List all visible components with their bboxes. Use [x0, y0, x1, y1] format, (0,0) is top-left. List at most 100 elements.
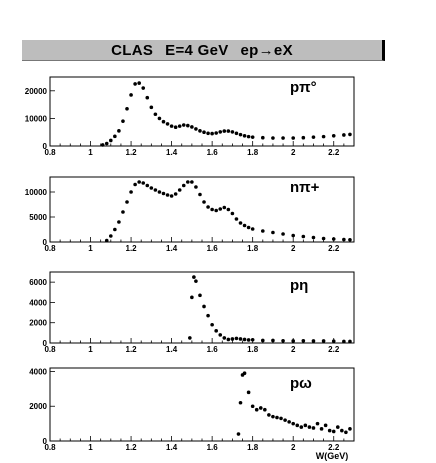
data-point — [348, 237, 352, 242]
y-tick-label: 4000 — [29, 367, 47, 376]
data-point — [250, 337, 255, 342]
data-point — [242, 223, 247, 228]
data-point — [331, 237, 336, 241]
data-point — [210, 322, 214, 327]
data-point — [301, 234, 306, 239]
y-tick-label: 6000 — [29, 278, 47, 287]
data-point — [113, 227, 117, 232]
data-point — [348, 339, 352, 344]
data-point — [238, 221, 243, 225]
data-point — [161, 191, 166, 196]
data-point — [226, 337, 231, 342]
data-point — [157, 116, 162, 121]
y-tick-label: 0 — [43, 437, 48, 446]
x-tick-label: 1.2 — [126, 345, 138, 354]
data-point — [301, 135, 306, 140]
x-tick-label: 2.2 — [328, 244, 340, 253]
x-tick-label: 1.4 — [166, 244, 178, 253]
data-point — [319, 427, 324, 431]
data-point — [194, 279, 198, 283]
data-point — [177, 124, 182, 128]
data-point — [230, 211, 235, 216]
data-point — [137, 180, 141, 184]
data-point — [186, 123, 190, 128]
x-tick-label: 1.6 — [207, 345, 219, 354]
x-tick-label: 1.2 — [126, 148, 138, 157]
x-tick-label: 1 — [88, 443, 93, 452]
energy-label: E=4 GeV — [165, 41, 229, 59]
data-point — [121, 119, 125, 123]
data-point — [321, 339, 326, 343]
data-point — [271, 414, 275, 419]
data-point — [271, 136, 275, 140]
data-point — [279, 416, 283, 421]
data-point — [267, 413, 271, 417]
data-point — [165, 193, 170, 197]
data-point — [331, 133, 336, 138]
data-point — [291, 233, 296, 238]
x-tick-label: 1 — [88, 148, 93, 157]
data-point — [327, 428, 332, 433]
data-point — [218, 333, 223, 337]
data-point — [261, 338, 265, 343]
data-point — [117, 220, 121, 224]
x-tick-label: 1.8 — [247, 443, 259, 452]
channel-label: nπ+ — [290, 179, 320, 196]
data-point — [214, 329, 218, 333]
x-tick-label: 1.4 — [166, 345, 178, 354]
data-point — [271, 230, 275, 235]
data-point — [125, 200, 129, 204]
x-tick-label: 2 — [291, 148, 296, 157]
y-tick-label: 10000 — [25, 114, 48, 123]
data-point — [342, 133, 346, 137]
x-tick-label: 1 — [88, 244, 93, 253]
x-tick-label: 1.6 — [207, 443, 219, 452]
panel-4: 0.8 1 1.2 1.4 1.6 1.8 2 2.2 0 2000 4000 pω W(GeV) — [29, 367, 355, 461]
data-point — [157, 190, 162, 194]
data-point — [321, 134, 326, 139]
channel-label: pη — [290, 277, 308, 294]
panel-2: 0.8 1 1.2 1.4 1.6 1.8 2 2.2 0 5000 10000 nπ+ — [25, 176, 355, 253]
x-tick-label: 1.8 — [247, 148, 259, 157]
data-point — [145, 95, 150, 100]
data-point — [141, 86, 146, 90]
data-point — [246, 390, 251, 395]
data-point — [165, 122, 170, 126]
data-point — [190, 125, 194, 129]
channel-label: pω — [290, 375, 312, 392]
data-point — [192, 275, 196, 279]
x-tick-label: 1.4 — [166, 443, 178, 452]
data-point — [342, 339, 346, 344]
y-tick-label: 0 — [43, 339, 48, 348]
data-point — [250, 227, 255, 231]
data-point — [291, 339, 296, 343]
data-point — [133, 82, 137, 86]
data-point — [331, 429, 336, 434]
title-banner: CLAS E=4 GeV ep→eX — [22, 40, 385, 61]
data-point — [258, 406, 263, 410]
x-tick-label: 0.8 — [44, 148, 56, 157]
data-point — [206, 131, 210, 136]
data-point — [153, 188, 158, 192]
data-point — [141, 181, 146, 185]
data-point — [137, 81, 141, 85]
data-point — [149, 105, 154, 110]
data-point — [198, 192, 202, 197]
data-point — [254, 407, 259, 412]
x-tick-label: 1.4 — [166, 148, 178, 157]
data-point — [181, 123, 186, 127]
reaction-label: ep→eX — [240, 41, 293, 59]
data-point — [242, 371, 247, 376]
data-point — [348, 132, 352, 137]
y-tick-label: 2000 — [29, 319, 47, 328]
data-point — [311, 339, 316, 343]
data-point — [198, 293, 202, 298]
data-point — [226, 129, 231, 133]
x-tick-label: 2.2 — [328, 148, 340, 157]
x-tick-label: 0.8 — [44, 443, 56, 452]
x-tick-label: 2.2 — [328, 345, 340, 354]
data-point — [161, 119, 166, 124]
x-axis-title: W(GeV) — [316, 451, 349, 461]
y-tick-label: 2000 — [29, 402, 47, 411]
data-point — [301, 338, 306, 343]
